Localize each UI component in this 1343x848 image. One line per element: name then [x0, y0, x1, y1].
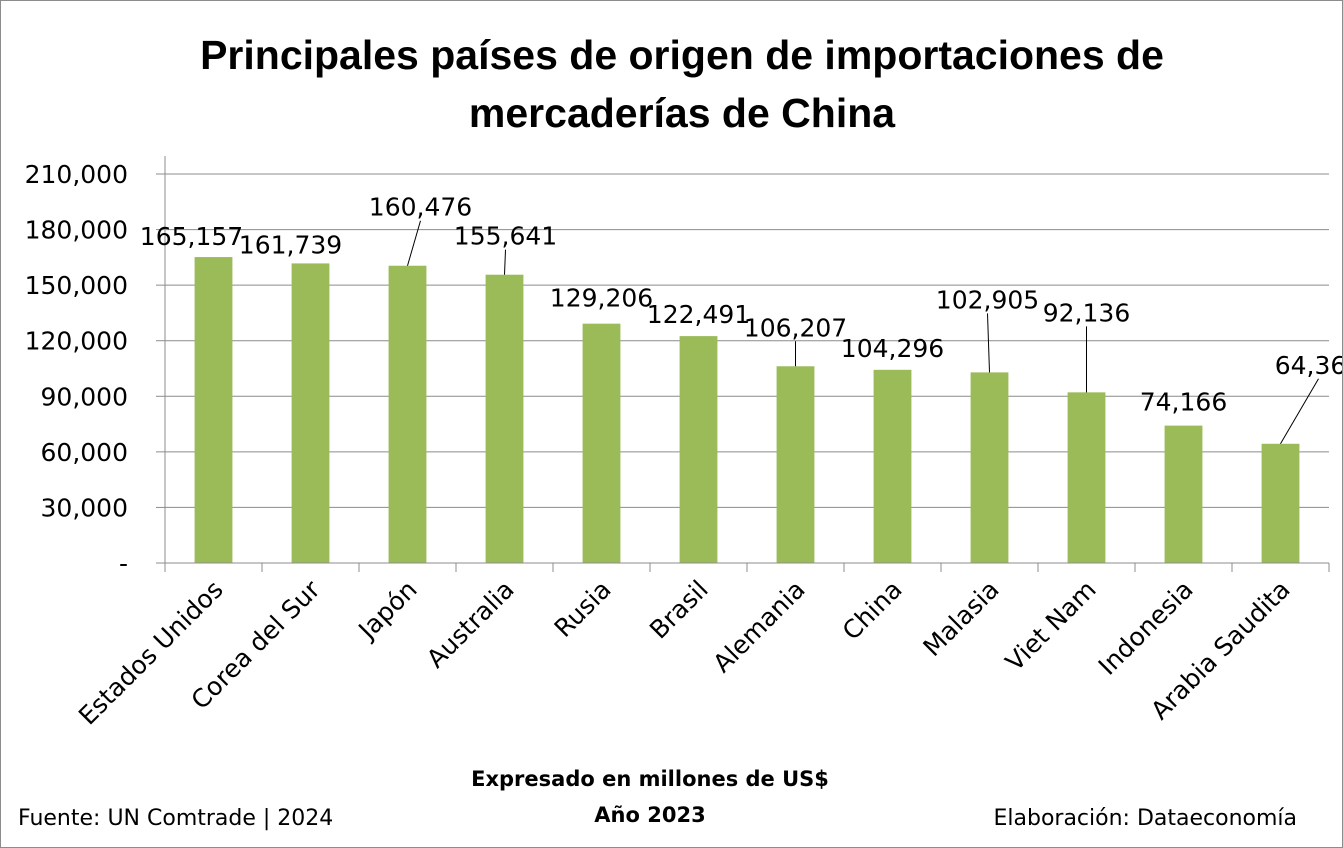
bar: [291, 263, 330, 563]
chart-title: Principales países de origen de importac…: [200, 32, 1164, 136]
data-label: 102,905: [936, 285, 1039, 314]
bar: [873, 369, 912, 563]
y-axis-tick-label: 150,000: [25, 271, 128, 300]
x-axis-category-label: Malasia: [917, 575, 1004, 662]
data-label: 122,491: [647, 300, 750, 329]
bar: [1164, 425, 1203, 563]
bar: [582, 323, 621, 563]
data-label-leader-line: [1280, 378, 1319, 445]
chart-notes: Expresado en millones de US$ Año 2023 Fu…: [18, 767, 1297, 831]
x-axis-category-label: Rusia: [549, 575, 617, 643]
bar: [1067, 392, 1106, 563]
chart-title-line-2: mercaderías de China: [469, 90, 896, 136]
y-axis-tick-label: 60,000: [41, 438, 128, 467]
x-axis-category-label: Australia: [421, 575, 520, 674]
credit-note: Elaboración: Dataeconomía: [993, 806, 1297, 831]
data-label: 160,476: [369, 193, 472, 222]
bar: [485, 274, 524, 563]
gridlines: [165, 173, 1329, 508]
data-label: 104,296: [841, 334, 944, 363]
bar: [679, 336, 718, 563]
y-axis-tick-label: -: [119, 549, 128, 578]
bar: [776, 366, 815, 563]
x-axis-category-label: Indonesia: [1093, 575, 1199, 681]
bar: [1261, 443, 1300, 563]
year-note: Año 2023: [594, 803, 705, 827]
data-label: 92,136: [1043, 298, 1130, 327]
data-label: 106,207: [744, 313, 847, 342]
data-label: 161,739: [239, 230, 342, 259]
data-label: 155,641: [454, 222, 557, 251]
data-label: 129,206: [550, 284, 653, 313]
bar: [388, 265, 427, 563]
bars: [194, 257, 1300, 563]
y-axis-tick-label: 90,000: [41, 382, 128, 411]
units-note: Expresado en millones de US$: [471, 767, 829, 791]
y-axis-tick-label: 30,000: [41, 493, 128, 522]
source-note: Fuente: UN Comtrade | 2024: [18, 806, 333, 831]
data-label-leader-line: [987, 313, 990, 373]
x-axis-category-label: Alemania: [707, 575, 810, 678]
y-axis-tick-label: 210,000: [25, 160, 128, 189]
x-axis-category-label: Brasil: [644, 575, 714, 645]
x-axis-category-label: Viet Nam: [1000, 575, 1102, 677]
y-axis-tick-label: 120,000: [25, 327, 128, 356]
y-axis-tick-label: 180,000: [25, 216, 128, 245]
x-axis-category-label: China: [837, 575, 908, 646]
bar: [970, 372, 1009, 563]
data-label: 74,166: [1140, 388, 1227, 417]
bar: [194, 257, 233, 563]
data-label-leader-line: [407, 220, 421, 266]
data-label: 64,361: [1275, 351, 1342, 380]
axes: [156, 156, 1330, 572]
y-axis-tick-labels: - 30,000 60,000 90,000 120,000 150,000 180,000…: [25, 160, 128, 578]
data-label-leader-lines: [407, 220, 1319, 445]
data-label: 165,157: [140, 222, 243, 251]
x-axis-category-label: Japón: [352, 575, 423, 646]
chart-title-line-1: Principales países de origen de importac…: [200, 32, 1164, 78]
data-label-leader-line: [504, 249, 506, 275]
